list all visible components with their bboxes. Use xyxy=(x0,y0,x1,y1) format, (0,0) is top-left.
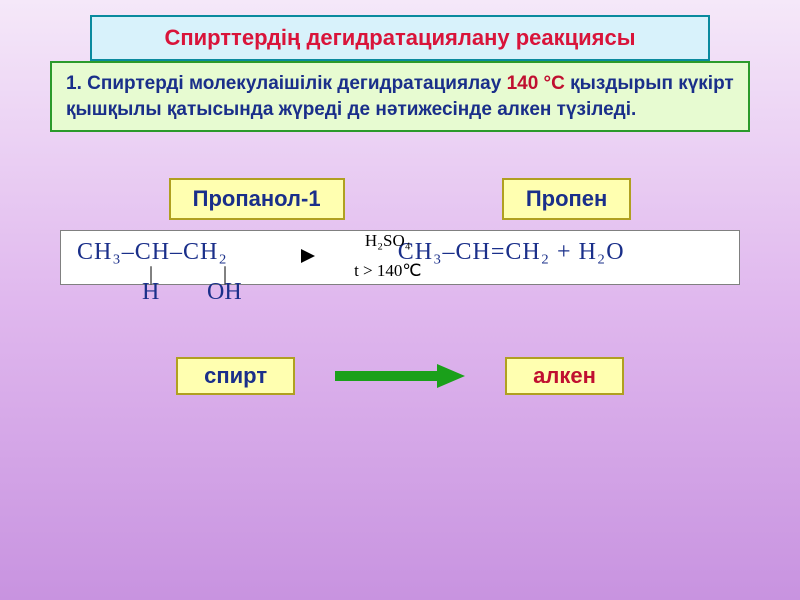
description-box: 1. Спиртерді молекулаішілік дегидратация… xyxy=(50,61,750,132)
label-propanol: Пропанол-1 xyxy=(169,178,345,220)
reactant-formula: CH₃–CH–CH₂ xyxy=(77,239,228,265)
desc-temperature: 140 °С xyxy=(507,73,565,94)
label-alken: алкен xyxy=(505,357,624,395)
label-propen: Пропен xyxy=(502,178,632,220)
slide-container: Спирттердің дегидратациялану реакциясы 1… xyxy=(0,0,800,600)
arrow-head xyxy=(437,364,465,388)
arrow-condition-bottom: t > 140℃ xyxy=(313,261,463,281)
desc-prefix: 1. Спиртерді молекулаішілік дегидратация… xyxy=(66,73,507,94)
equation-box: CH₃–CH–CH₂ | | H OH H₂SO₄ t > 140℃ CH₃–C… xyxy=(60,230,740,285)
arrow-shaft xyxy=(335,371,439,381)
transform-arrow-icon xyxy=(335,367,465,385)
atom-oh: OH xyxy=(207,279,242,306)
atom-h: H xyxy=(142,279,159,306)
title-box: Спирттердің дегидратациялану реакциясы xyxy=(90,15,710,61)
bottom-labels-row: спирт алкен xyxy=(30,357,770,395)
equation-left: CH₃–CH–CH₂ | | H OH xyxy=(77,239,228,266)
reagent-product-labels: Пропанол-1 Пропен xyxy=(90,178,710,220)
label-spirt: спирт xyxy=(176,357,295,395)
equation-row: CH₃–CH–CH₂ | | H OH H₂SO₄ t > 140℃ CH₃–C… xyxy=(77,239,723,266)
arrow-condition-top: H₂SO₄ xyxy=(313,231,463,251)
